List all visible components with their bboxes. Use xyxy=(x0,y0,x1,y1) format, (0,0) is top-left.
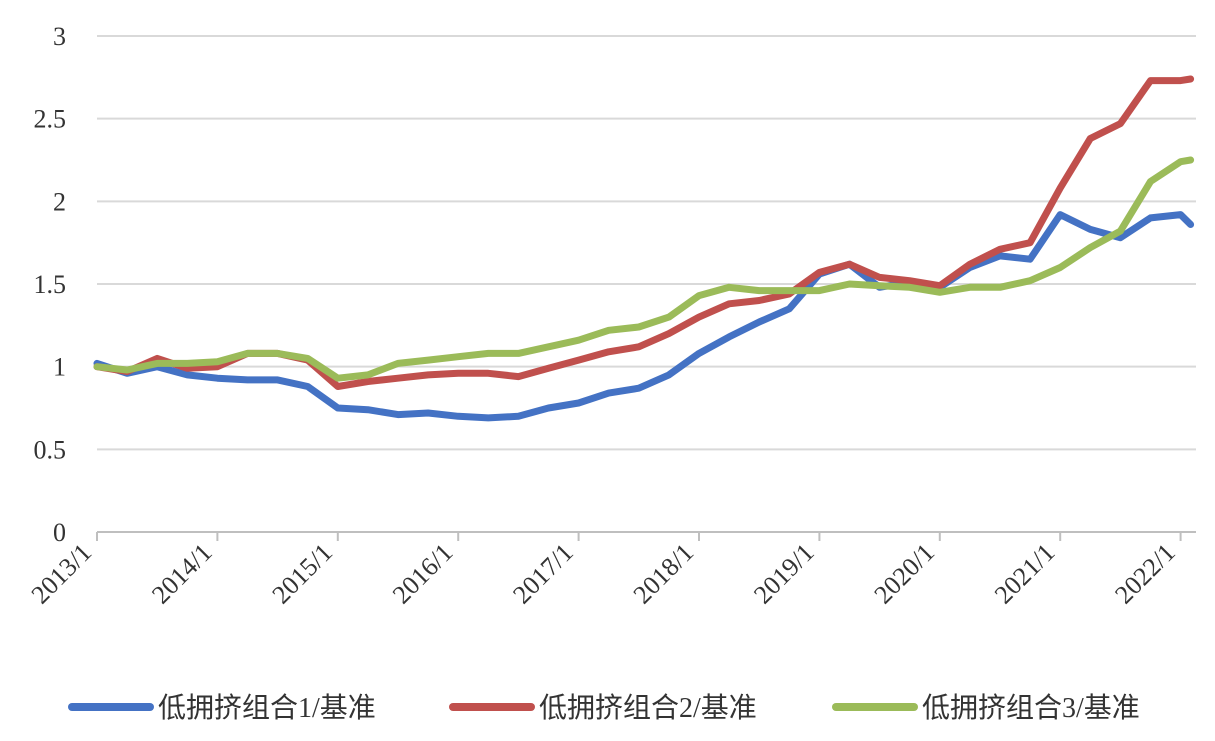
legend: 低拥挤组合1/基准 低拥挤组合2/基准 低拥挤组合3/基准 xyxy=(68,692,1140,724)
x-tick-label: 2018/1 xyxy=(628,538,700,610)
legend-item-1: 低拥挤组合1/基准 xyxy=(68,692,376,724)
series-line-3 xyxy=(93,156,1195,382)
series-line-1 xyxy=(93,211,1195,422)
x-tick-label: 2020/1 xyxy=(868,538,940,610)
legend-item-2: 低拥挤组合2/基准 xyxy=(449,692,757,724)
x-tick-label: 2021/1 xyxy=(989,538,1061,610)
x-tick-label: 2014/1 xyxy=(146,538,218,610)
x-tick-label: 2015/1 xyxy=(266,538,338,610)
legend-label: 低拥挤组合3/基准 xyxy=(922,692,1140,724)
y-tick-label: 1 xyxy=(53,353,66,382)
y-tick-label: 1.5 xyxy=(34,270,67,299)
y-tick-label: 0 xyxy=(53,518,66,547)
legend-label: 低拥挤组合1/基准 xyxy=(158,692,376,724)
gridlines xyxy=(97,35,1196,533)
legend-item-3: 低拥挤组合3/基准 xyxy=(832,692,1140,724)
y-axis-ticks: 0 0.5 1 1.5 2 2.5 3 xyxy=(34,22,67,547)
x-tick-label: 2013/1 xyxy=(26,538,98,610)
y-tick-label: 3 xyxy=(53,22,66,51)
x-tick-label: 2022/1 xyxy=(1109,538,1181,610)
x-axis: 2013/1 2014/1 2015/1 2016/1 2017/1 2018/1 2019… xyxy=(26,531,1196,610)
series-lines xyxy=(93,75,1195,422)
y-tick-label: 2.5 xyxy=(34,105,67,134)
legend-label: 低拥挤组合2/基准 xyxy=(539,692,757,724)
y-tick-label: 0.5 xyxy=(34,435,67,464)
y-tick-label: 2 xyxy=(53,187,66,216)
x-tick-label: 2016/1 xyxy=(387,538,459,610)
x-tick-label: 2019/1 xyxy=(748,538,820,610)
x-tick-label: 2017/1 xyxy=(507,538,579,610)
series-line-2 xyxy=(93,75,1195,390)
